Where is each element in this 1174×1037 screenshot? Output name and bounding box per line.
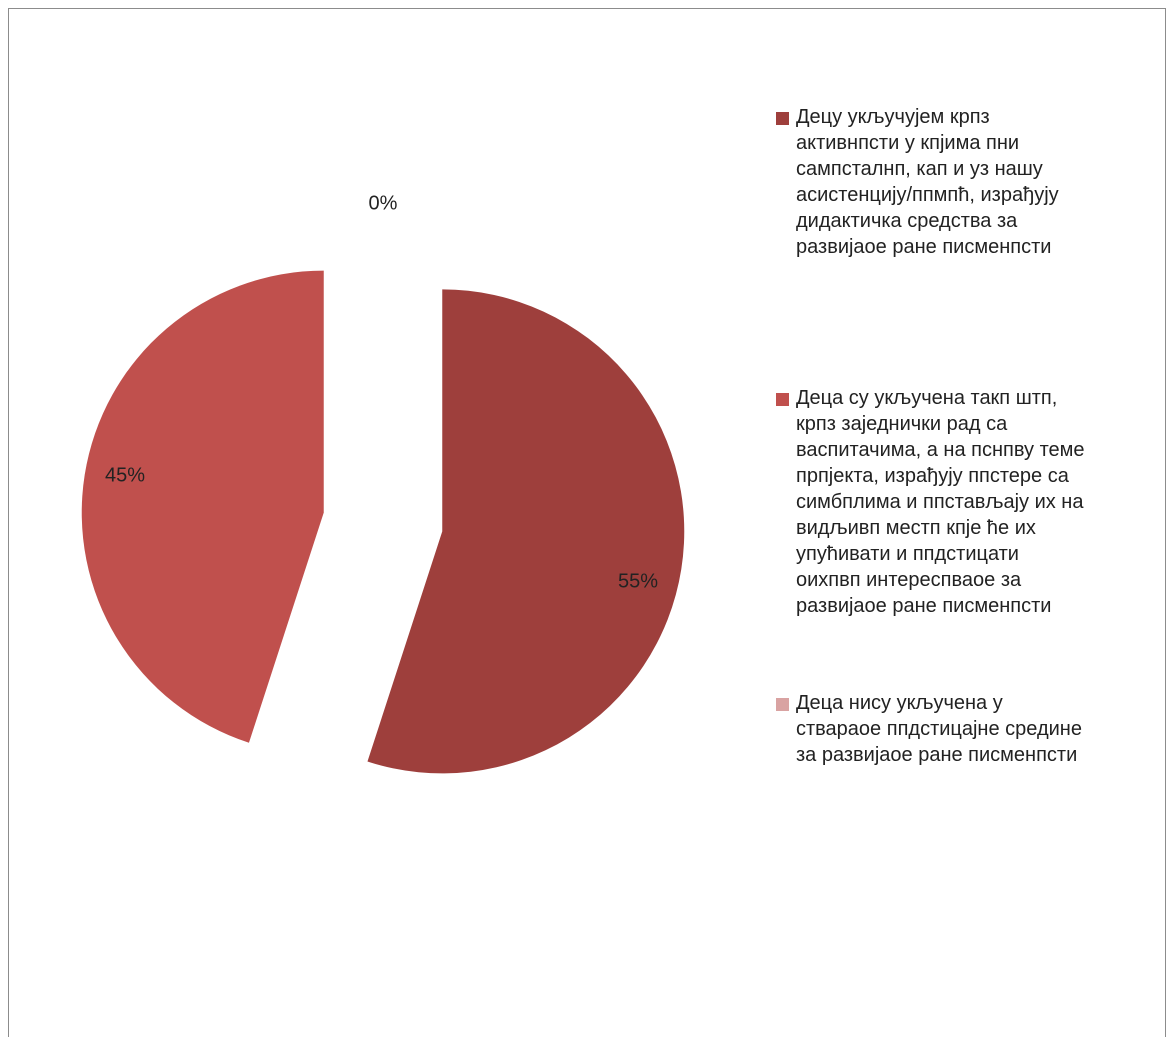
legend-label-2: Деца су укључена такп штп, крпз заједнич… xyxy=(796,387,1085,617)
legend-swatch-1 xyxy=(776,112,789,125)
data-label-3: 0% xyxy=(369,192,398,214)
pie-slice-1 xyxy=(367,289,685,774)
data-label-1: 55% xyxy=(618,570,658,592)
legend-swatch-2 xyxy=(776,393,789,406)
legend-label-1: Децу укључујем крпз активнпсти у кпјима … xyxy=(796,106,1059,258)
legend-label-3: Деца нису укључена у ствараое ппдстицајн… xyxy=(796,692,1082,766)
pie-slice-2 xyxy=(81,270,324,743)
data-label-2: 45% xyxy=(105,464,145,486)
legend-swatch-3 xyxy=(776,698,789,711)
